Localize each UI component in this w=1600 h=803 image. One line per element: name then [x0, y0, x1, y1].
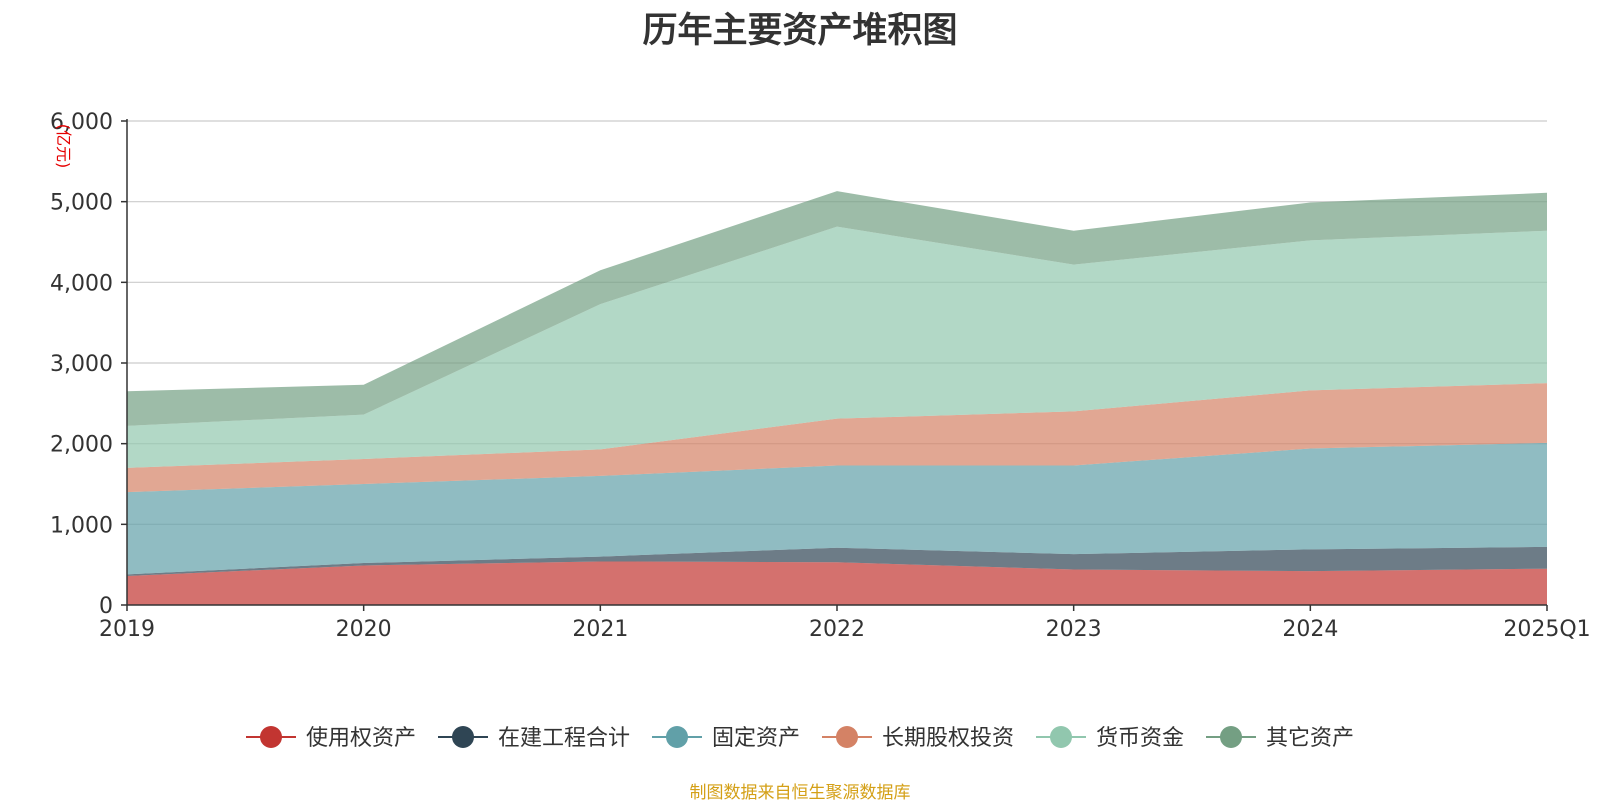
- x-tick-label: 2023: [1046, 617, 1102, 642]
- area-series-6: [127, 191, 1547, 426]
- area-series-5: [127, 226, 1547, 468]
- legend-label: 其它资产: [1266, 726, 1354, 751]
- legend-marker: [452, 726, 474, 748]
- legend-label: 长期股权投资: [882, 726, 1014, 751]
- y-tick-label: 6,000: [50, 110, 113, 135]
- chart-title: 历年主要资产堆积图: [642, 11, 958, 51]
- axes: 0 1,000 2,000 3,000 4,000 5,000 6,000 2019 2020 2…: [50, 110, 1591, 642]
- legend-marker: [260, 726, 282, 748]
- y-tick-label: 5,000: [50, 191, 113, 216]
- source-note: 制图数据来自恒生聚源数据库: [689, 783, 911, 803]
- legend-label: 固定资产: [712, 726, 800, 751]
- x-tick-label: 2020: [336, 617, 392, 642]
- legend-marker: [836, 726, 858, 748]
- y-unit-label: (亿元): [54, 124, 73, 169]
- legend-marker: [1050, 726, 1072, 748]
- legend: 使用权资产 在建工程合计 固定资产 长期股权投资 货币资金 其它资产: [246, 726, 1354, 751]
- x-tick-label: 2025Q1: [1503, 617, 1590, 642]
- y-tick-label: 2,000: [50, 433, 113, 458]
- area-series-1: [127, 561, 1547, 605]
- area-series: [127, 191, 1547, 605]
- legend-label: 货币资金: [1096, 726, 1184, 751]
- area-series-2: [127, 546, 1547, 576]
- legend-label: 在建工程合计: [498, 726, 630, 751]
- y-tick-label: 0: [99, 594, 113, 619]
- y-tick-label: 4,000: [50, 271, 113, 296]
- y-tick-label: 3,000: [50, 352, 113, 377]
- area-series-3: [127, 442, 1547, 575]
- x-tick-label: 2022: [809, 617, 865, 642]
- area-series-4: [127, 383, 1547, 493]
- y-tick-label: 1,000: [50, 513, 113, 538]
- x-tick-label: 2024: [1282, 617, 1338, 642]
- x-tick-label: 2021: [572, 617, 628, 642]
- x-tick-label: 2019: [99, 617, 155, 642]
- legend-label: 使用权资产: [306, 726, 416, 751]
- legend-marker: [666, 726, 688, 748]
- legend-marker: [1220, 726, 1242, 748]
